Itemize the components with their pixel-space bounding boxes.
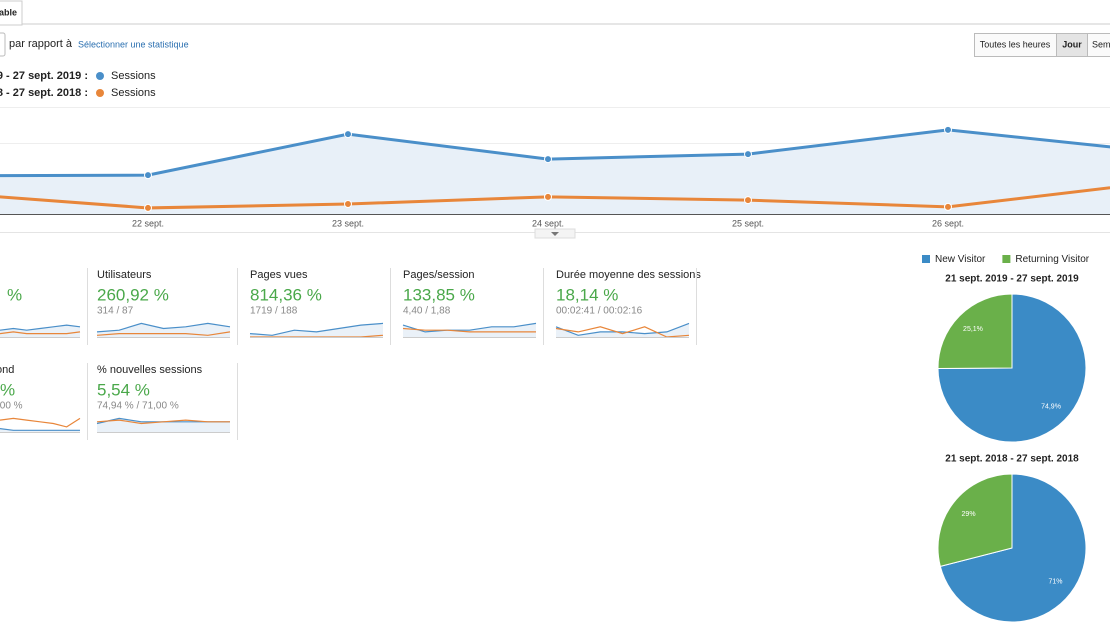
metric-sub: 00:02:41 / 00:02:16 bbox=[556, 306, 643, 317]
metric-sub: 314 / 87 bbox=[97, 306, 134, 317]
spark-line bbox=[96, 331, 231, 336]
metric-label: Utilisateurs bbox=[97, 269, 152, 281]
x-tick-label: 23 sept. bbox=[332, 218, 364, 228]
point bbox=[144, 203, 152, 212]
metric-label: Pages/session bbox=[403, 269, 475, 281]
x-tick-label: 26 sept. bbox=[932, 218, 964, 228]
spark-area bbox=[0, 325, 80, 337]
spark-line bbox=[249, 322, 384, 336]
point bbox=[944, 202, 952, 211]
x-tick-label: 25 sept. bbox=[732, 218, 764, 228]
legend-label: Sessions bbox=[111, 70, 156, 82]
button-label[interactable]: Toutes les heures bbox=[980, 39, 1051, 49]
metric-value: 133,85 % bbox=[403, 285, 475, 304]
legend-period: 18 - 27 sept. 2018 : bbox=[0, 87, 88, 99]
metric-sub: ,00 % bbox=[0, 401, 23, 412]
legend-marker bbox=[96, 72, 104, 80]
metric-value: % bbox=[0, 380, 15, 399]
legend-swatch bbox=[922, 255, 930, 263]
metric-sub: 74,94 % / 71,00 % bbox=[97, 401, 179, 412]
pie-title: 21 sept. 2018 - 27 sept. 2018 bbox=[945, 454, 1079, 465]
point bbox=[944, 125, 952, 134]
pie-slice bbox=[939, 473, 1087, 623]
metric-value: % bbox=[7, 285, 22, 304]
metric-value: 260,92 % bbox=[97, 285, 169, 304]
legend-label: New Visitor bbox=[935, 254, 986, 265]
spark-line bbox=[96, 419, 230, 425]
area bbox=[0, 129, 1110, 214]
point bbox=[744, 150, 752, 159]
metric-label: ond bbox=[0, 364, 14, 376]
x-tick-label: 24 sept. bbox=[532, 218, 564, 228]
point bbox=[744, 196, 752, 205]
legend-period: 19 - 27 sept. 2019 : bbox=[0, 70, 88, 82]
spark-line bbox=[402, 322, 537, 333]
spark-line bbox=[402, 327, 536, 333]
pie-label: 74,9% bbox=[1041, 404, 1061, 411]
pie-title: 21 sept. 2019 - 27 sept. 2019 bbox=[945, 274, 1079, 285]
pie-label: 25,1% bbox=[963, 326, 983, 333]
button[interactable] bbox=[1087, 33, 1110, 57]
point bbox=[544, 192, 552, 201]
tab-box[interactable] bbox=[0, 0, 23, 26]
spark-line bbox=[0, 324, 81, 331]
tab[interactable]: able bbox=[0, 7, 17, 17]
pie-label: 29% bbox=[962, 511, 976, 518]
button-label[interactable]: Jour bbox=[1062, 39, 1082, 49]
dropdown[interactable] bbox=[0, 32, 6, 57]
metric-value: 18,14 % bbox=[556, 285, 618, 304]
legend-label: Sessions bbox=[111, 87, 156, 99]
spark-line bbox=[555, 322, 690, 336]
charts: 22 sept. 23 sept. 24 sept. 25 sept. 26 sept.… bbox=[0, 70, 1110, 623]
pie-slice bbox=[937, 473, 1013, 568]
metric-sub: 1719 / 188 bbox=[250, 306, 298, 317]
x-tick-label: 22 sept. bbox=[132, 218, 164, 228]
select-metric-link[interactable]: Sélectionner une statistique bbox=[78, 39, 189, 49]
point bbox=[544, 155, 552, 164]
point bbox=[144, 171, 152, 180]
metric-value: 814,36 % bbox=[250, 285, 322, 304]
metric-sub: 4,40 / 1,88 bbox=[403, 306, 451, 317]
spark-line bbox=[0, 331, 81, 335]
metric-value: 5,54 % bbox=[97, 380, 150, 399]
metric-label: Durée moyenne des sessions bbox=[556, 269, 701, 281]
spark-line bbox=[0, 417, 81, 428]
legend-swatch bbox=[1002, 255, 1011, 263]
toggle-arrow[interactable] bbox=[551, 232, 559, 236]
pie-slice bbox=[937, 293, 1013, 369]
legend-label: Returning Visitor bbox=[1015, 254, 1089, 265]
metric-label: % nouvelles sessions bbox=[97, 364, 203, 376]
spark-line bbox=[96, 322, 231, 333]
spark-line bbox=[0, 428, 80, 431]
pie-label: 71% bbox=[1048, 579, 1062, 586]
legend-marker bbox=[96, 89, 104, 97]
pie-slice bbox=[937, 293, 1087, 443]
compare-label: par rapport à bbox=[9, 38, 73, 50]
spark-area bbox=[250, 323, 383, 337]
point bbox=[344, 130, 352, 139]
point bbox=[344, 200, 352, 209]
metric-label: Pages vues bbox=[250, 269, 308, 281]
button-label[interactable]: Sem bbox=[1092, 39, 1110, 49]
